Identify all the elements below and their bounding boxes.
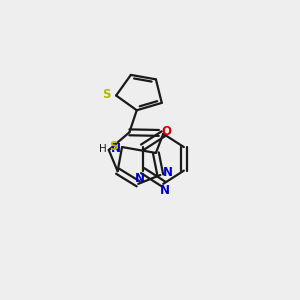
Text: O: O	[161, 125, 171, 138]
Text: N: N	[111, 142, 121, 155]
Text: S: S	[103, 88, 111, 100]
Text: N: N	[135, 172, 145, 185]
Text: N: N	[160, 184, 170, 197]
Text: H: H	[99, 143, 106, 154]
Text: N: N	[163, 166, 173, 179]
Text: S: S	[109, 140, 117, 153]
